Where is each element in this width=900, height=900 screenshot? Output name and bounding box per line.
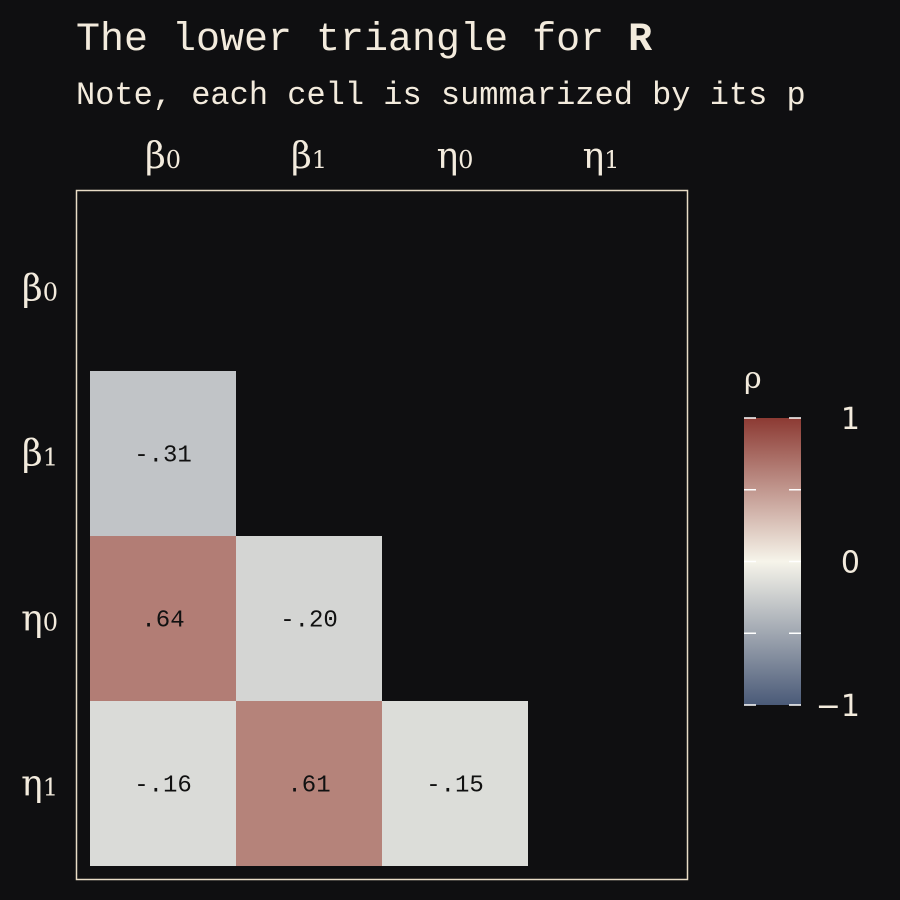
plot-frame <box>75 189 689 881</box>
cell-value-label: -.20 <box>280 608 338 635</box>
chart-subtitle: Note, each cell is summarized by its p <box>76 77 806 114</box>
cell-value-label: -.31 <box>134 443 192 470</box>
chart-title-bold: R <box>628 18 652 63</box>
legend-tick-label: 1 <box>841 402 860 437</box>
heatmap-cell <box>382 701 528 866</box>
cell-value-label: -.16 <box>134 773 192 800</box>
cell-value-label: .64 <box>141 608 184 635</box>
column-label-1: β1 <box>291 136 327 177</box>
legend-tick-label: −1 <box>816 689 860 724</box>
heatmap-cell <box>90 536 236 701</box>
cell-value-label: -.15 <box>426 773 484 800</box>
heatmap-cell <box>90 371 236 536</box>
column-label-2: η0 <box>437 136 474 177</box>
heatmap-cell <box>236 701 382 866</box>
legend-title: ρ <box>744 361 762 396</box>
legend-tick-label: 0 <box>841 546 860 581</box>
cell-value-label: .61 <box>287 773 330 800</box>
row-label-1: β1 <box>22 434 58 475</box>
row-label-3: η1 <box>21 764 58 805</box>
chart-title: The lower triangle for R <box>76 18 652 63</box>
chart-title-text: The lower triangle for <box>76 18 628 63</box>
row-label-2: η0 <box>21 599 58 640</box>
row-label-0: β0 <box>22 269 58 310</box>
heatmap-cell <box>236 536 382 701</box>
column-label-0: β0 <box>145 136 181 177</box>
heatmap-cell <box>90 701 236 866</box>
plot-area: β0 β0 β1 β1 η0 η0 η1 η1 -.31 .64 -.20 -.16 .61 -.15 <box>21 136 689 881</box>
color-legend: ρ 1 0 −1 <box>744 361 860 724</box>
column-label-3: η1 <box>583 136 620 177</box>
